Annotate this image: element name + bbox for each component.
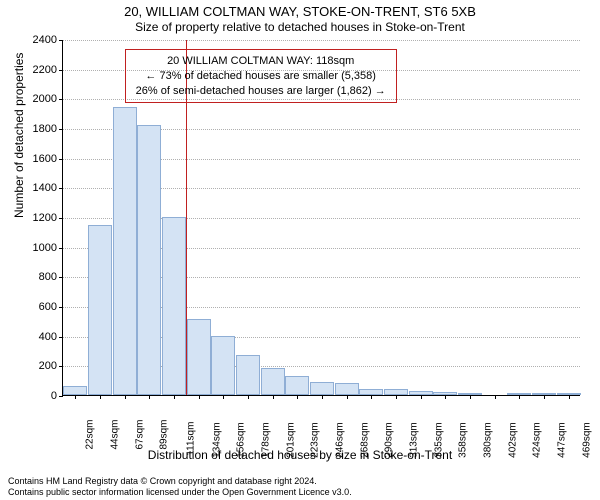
xtick-mark: [544, 395, 545, 399]
histogram-bar: [335, 383, 359, 395]
xtick-mark: [495, 395, 496, 399]
xtick-mark: [199, 395, 200, 399]
ytick-label: 1000: [33, 242, 57, 254]
xtick-mark: [519, 395, 520, 399]
xtick-mark: [470, 395, 471, 399]
info-box-line: 26% of semi-detached houses are larger (…: [136, 84, 386, 99]
gridline: [63, 40, 580, 41]
xtick-label: 89sqm: [159, 420, 170, 450]
ytick-mark: [59, 277, 63, 278]
ytick-label: 200: [39, 360, 57, 372]
ytick-mark: [59, 307, 63, 308]
chart-container: 20, WILLIAM COLTMAN WAY, STOKE-ON-TRENT,…: [0, 0, 600, 500]
footer-line-2: Contains public sector information licen…: [8, 487, 352, 498]
xtick-mark: [223, 395, 224, 399]
ytick-label: 600: [39, 301, 57, 313]
ytick-mark: [59, 40, 63, 41]
ytick-mark: [59, 396, 63, 397]
xtick-mark: [297, 395, 298, 399]
y-axis-label: Number of detached properties: [12, 53, 26, 218]
xtick-label: 67sqm: [134, 420, 145, 450]
histogram-bar: [187, 319, 211, 395]
histogram-bar: [88, 225, 112, 395]
histogram-bar: [113, 107, 137, 395]
xtick-mark: [248, 395, 249, 399]
histogram-bar: [63, 386, 87, 395]
info-box-line: 20 WILLIAM COLTMAN WAY: 118sqm: [136, 54, 386, 69]
xtick-mark: [174, 395, 175, 399]
chart-title: 20, WILLIAM COLTMAN WAY, STOKE-ON-TRENT,…: [0, 4, 600, 19]
ytick-mark: [59, 188, 63, 189]
ytick-mark: [59, 70, 63, 71]
xtick-label: 22sqm: [85, 420, 96, 450]
histogram-bar: [211, 336, 235, 395]
footer-attribution: Contains HM Land Registry data © Crown c…: [8, 476, 352, 499]
xtick-mark: [396, 395, 397, 399]
xtick-mark: [125, 395, 126, 399]
ytick-label: 800: [39, 271, 57, 283]
xtick-mark: [322, 395, 323, 399]
histogram-bar: [261, 368, 285, 395]
ytick-label: 1400: [33, 182, 57, 194]
ytick-mark: [59, 159, 63, 160]
histogram-bar: [236, 355, 260, 395]
ytick-mark: [59, 337, 63, 338]
histogram-bar: [285, 376, 309, 395]
x-axis-label: Distribution of detached houses by size …: [0, 448, 600, 462]
ytick-mark: [59, 129, 63, 130]
ytick-label: 1200: [33, 212, 57, 224]
ytick-label: 0: [51, 390, 57, 402]
ytick-mark: [59, 99, 63, 100]
info-box-line: ← 73% of detached houses are smaller (5,…: [136, 69, 386, 84]
xtick-mark: [421, 395, 422, 399]
ytick-mark: [59, 218, 63, 219]
xtick-mark: [100, 395, 101, 399]
ytick-label: 2000: [33, 93, 57, 105]
ytick-label: 2400: [33, 34, 57, 46]
ytick-label: 400: [39, 331, 57, 343]
xtick-label: 44sqm: [110, 420, 121, 450]
ytick-label: 1600: [33, 153, 57, 165]
chart-subtitle: Size of property relative to detached ho…: [0, 20, 600, 34]
xtick-mark: [75, 395, 76, 399]
xtick-mark: [273, 395, 274, 399]
ytick-label: 1800: [33, 123, 57, 135]
ytick-mark: [59, 248, 63, 249]
xtick-mark: [569, 395, 570, 399]
xtick-mark: [347, 395, 348, 399]
histogram-bar: [137, 125, 161, 395]
ytick-mark: [59, 366, 63, 367]
footer-line-1: Contains HM Land Registry data © Crown c…: [8, 476, 352, 487]
xtick-mark: [371, 395, 372, 399]
ytick-label: 2200: [33, 64, 57, 76]
info-box: 20 WILLIAM COLTMAN WAY: 118sqm← 73% of d…: [125, 49, 397, 104]
xtick-mark: [149, 395, 150, 399]
xtick-mark: [445, 395, 446, 399]
plot-area: 0200400600800100012001400160018002000220…: [62, 40, 580, 396]
histogram-bar: [310, 382, 334, 395]
histogram-bar: [162, 217, 186, 395]
